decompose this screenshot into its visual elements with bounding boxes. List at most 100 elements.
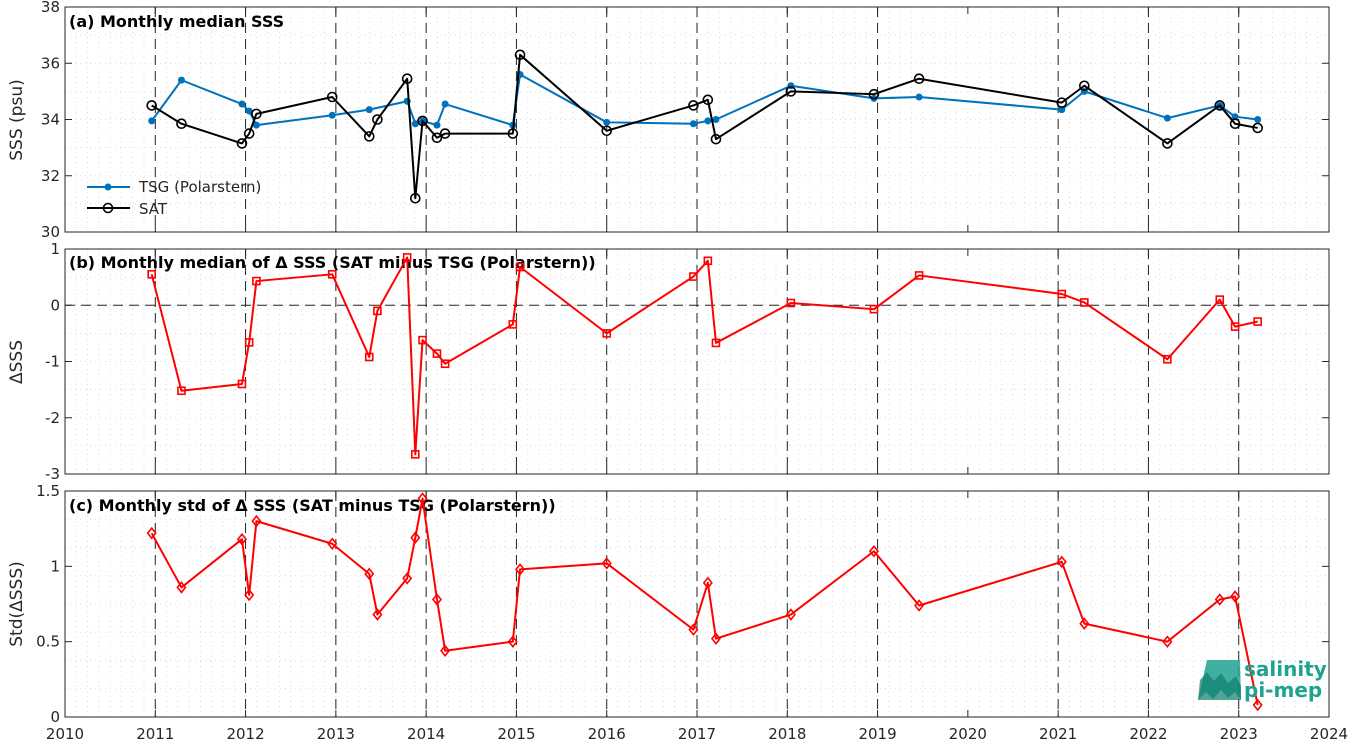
data-point — [1163, 114, 1171, 122]
data-point — [601, 557, 612, 570]
data-point — [1163, 354, 1172, 364]
data-point — [147, 270, 156, 279]
y-tick-label: 1.5 — [36, 482, 60, 500]
data-point — [243, 128, 255, 139]
data-point — [410, 192, 421, 204]
data-point — [913, 73, 925, 85]
legend-sat-marker — [102, 202, 114, 214]
panel-b-title: (b) Monthly median of Δ SSS (SAT minus T… — [69, 253, 596, 272]
panel-a: (a) Monthly median SSS SSS (psu) 30 32 34 3… — [7, 0, 1330, 241]
data-point — [402, 253, 412, 262]
data-point — [364, 567, 375, 581]
y-tick-label: -3 — [45, 465, 60, 483]
data-point — [1252, 122, 1263, 134]
data-point — [236, 138, 248, 149]
y-tick-label: 0 — [50, 708, 60, 726]
y-tick-label: 0.5 — [36, 633, 60, 651]
data-point — [1056, 97, 1068, 108]
x-tick-label: 2014 — [407, 725, 445, 743]
panel-b-ylabel: ΔSSS — [7, 340, 27, 384]
data-point — [402, 572, 413, 585]
legend-tsg-label: TSG (Polarstern) — [138, 178, 261, 196]
data-point — [507, 128, 519, 139]
data-point — [702, 576, 713, 590]
data-point — [244, 588, 255, 602]
data-point — [327, 270, 337, 279]
data-point — [245, 107, 253, 115]
data-point — [868, 544, 879, 558]
data-point — [411, 120, 419, 128]
data-point — [1058, 106, 1066, 114]
logo-line2: pi-mep — [1244, 678, 1322, 702]
data-point — [146, 100, 157, 111]
data-point — [704, 117, 712, 125]
minor-grid — [64, 491, 1329, 717]
data-point — [431, 132, 443, 144]
data-point — [177, 76, 185, 84]
data-point — [508, 320, 518, 329]
logo-line1: salinity — [1244, 657, 1327, 681]
data-point — [603, 118, 611, 126]
data-point — [373, 306, 382, 316]
x-tick-label: 2022 — [1129, 725, 1167, 743]
data-point — [1215, 295, 1225, 304]
y-tick-label: 0 — [50, 296, 60, 314]
data-point — [507, 635, 518, 648]
x-tick-label: 2012 — [226, 725, 264, 743]
data-point — [238, 100, 246, 108]
data-point — [365, 106, 373, 114]
data-point — [689, 120, 697, 128]
data-point — [1252, 698, 1263, 712]
x-tick-label: 2013 — [317, 725, 355, 743]
data-point — [417, 115, 428, 127]
data-point — [417, 492, 428, 505]
series-tsg-polarstern- — [148, 71, 1262, 129]
x-tick-label: 2015 — [497, 725, 535, 743]
data-point — [237, 379, 247, 389]
data-point — [418, 335, 427, 345]
data-point — [410, 531, 421, 544]
data-point — [1231, 113, 1239, 121]
data-point — [364, 352, 374, 362]
data-point — [1079, 80, 1090, 92]
data-point — [1079, 617, 1090, 630]
panel-b: (b) Monthly median of Δ SSS (SAT minus T… — [7, 240, 1330, 483]
panel-background — [64, 248, 1330, 475]
y-tick-label: 1 — [50, 557, 60, 575]
data-point — [146, 526, 157, 540]
x-tick-label: 2018 — [768, 725, 806, 743]
data-point — [1230, 322, 1240, 331]
series-line — [151, 53, 1258, 200]
data-point — [1214, 100, 1226, 111]
y-tick-label: 32 — [41, 167, 60, 185]
y-tick-label: 38 — [41, 0, 60, 16]
data-point — [710, 632, 721, 645]
data-point — [712, 116, 720, 123]
data-point — [1057, 289, 1067, 299]
data-point — [515, 563, 526, 576]
legend-sat-label: SAT — [139, 200, 168, 218]
data-point — [1254, 116, 1262, 123]
data-point — [1230, 590, 1241, 603]
series-delta-sss — [147, 253, 1262, 459]
data-point — [251, 514, 262, 528]
data-point — [431, 593, 443, 606]
data-point — [1162, 635, 1173, 648]
data-point — [914, 599, 925, 612]
x-tick-label: 2021 — [1039, 725, 1077, 743]
x-tick-label: 2019 — [858, 725, 896, 743]
data-point — [441, 100, 449, 108]
salinity-pi-mep-logo: salinity pi-mep — [1198, 657, 1327, 702]
data-point — [432, 349, 442, 358]
data-point — [1229, 118, 1241, 130]
series-line — [150, 256, 1258, 456]
data-point — [702, 94, 714, 106]
data-point — [176, 581, 187, 594]
data-point — [915, 93, 923, 101]
data-point — [433, 121, 441, 129]
panel-c-title: (c) Monthly std of Δ SSS (SAT minus TSG … — [69, 496, 556, 515]
data-point — [688, 623, 699, 636]
data-point — [601, 125, 613, 137]
data-point — [411, 450, 420, 459]
y-tick-label: 34 — [41, 111, 60, 129]
